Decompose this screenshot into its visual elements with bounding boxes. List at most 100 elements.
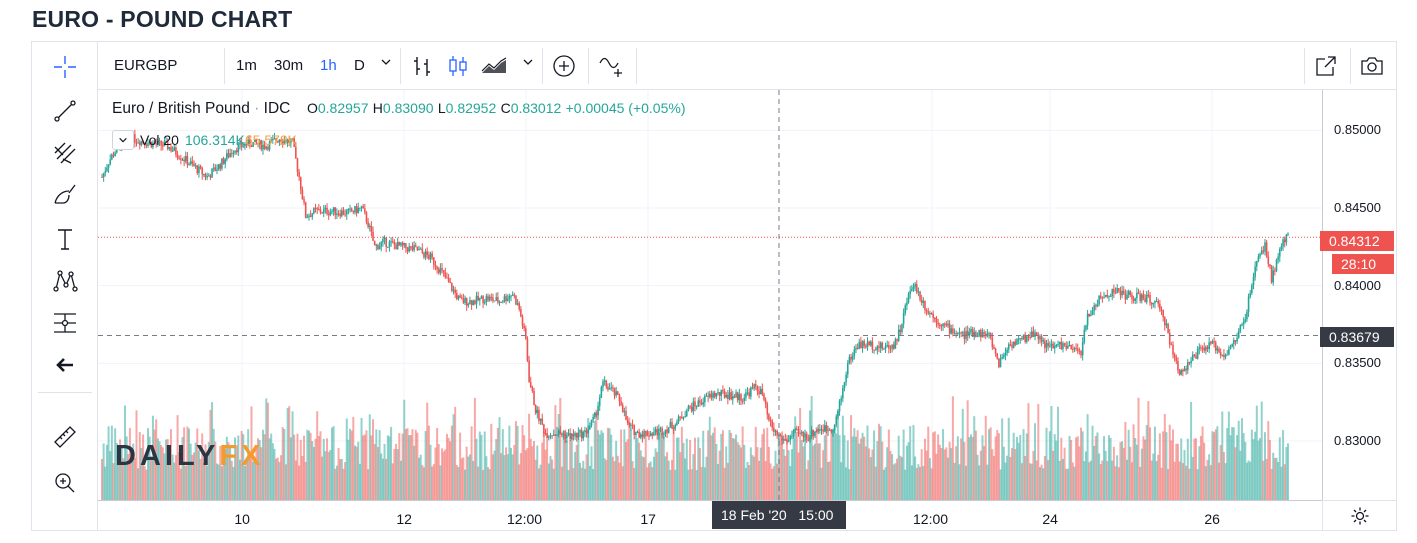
volume-toggle[interactable]: [112, 130, 134, 150]
volume-bar: [897, 435, 900, 500]
bar-style-button[interactable]: [408, 52, 436, 80]
chart-plot[interactable]: [98, 90, 1396, 530]
chart-style-dropdown[interactable]: [522, 55, 534, 72]
volume-bar: [1057, 406, 1060, 500]
fib-tool[interactable]: [44, 136, 86, 170]
volume-bar: [376, 447, 379, 500]
interval-1h[interactable]: 1h: [320, 57, 337, 74]
volume-bar: [657, 434, 660, 500]
candle: [175, 145, 177, 158]
volume-bar: [661, 433, 664, 500]
screenshot-button[interactable]: [1358, 52, 1386, 80]
candle: [168, 146, 171, 151]
candle: [848, 354, 851, 365]
candle: [214, 164, 217, 172]
candle: [1209, 340, 1212, 346]
candle: [111, 153, 113, 161]
volume-bar: [1093, 445, 1096, 500]
camera-icon: [1361, 57, 1383, 75]
indicators-button[interactable]: [598, 52, 626, 80]
candle: [708, 390, 711, 399]
candle: [490, 293, 493, 302]
candle: [416, 246, 419, 252]
volume-bar: [942, 429, 945, 500]
candle: [628, 421, 631, 428]
zoom-in-tool[interactable]: [44, 466, 86, 500]
crosshair-tool[interactable]: [44, 50, 86, 84]
candle: [462, 293, 465, 304]
volume-bar: [519, 453, 522, 500]
volume-bar: [1061, 458, 1064, 500]
candle: [643, 428, 645, 440]
volume-bar: [991, 449, 994, 500]
settings-button[interactable]: [1322, 500, 1396, 530]
candle: [781, 431, 783, 445]
pattern-tool[interactable]: [44, 264, 86, 298]
volume-bar: [424, 430, 427, 500]
volume-bar: [1050, 405, 1053, 500]
volume-bar: [1055, 440, 1058, 500]
volume-bar: [726, 462, 729, 500]
candle: [253, 139, 256, 143]
volume-bar: [506, 454, 509, 500]
candle: [557, 428, 560, 438]
volume-bar: [368, 414, 371, 500]
measure-tool[interactable]: [44, 306, 86, 340]
volume-bar: [271, 443, 274, 500]
volume-bar: [850, 415, 853, 500]
volume-bar: [1080, 427, 1083, 500]
volume-bar: [1015, 436, 1018, 500]
candle: [791, 430, 793, 440]
interval-d[interactable]: D: [354, 57, 365, 74]
candle: [886, 340, 888, 348]
fullscreen-button[interactable]: [1312, 52, 1340, 80]
volume-bar: [1025, 433, 1028, 500]
candle-style-button[interactable]: [444, 52, 472, 80]
volume-bar: [1268, 440, 1271, 500]
candle: [589, 422, 591, 430]
volume-bar: [330, 427, 333, 500]
volume-bar: [835, 433, 838, 500]
compare-button[interactable]: [550, 52, 578, 80]
interval-dropdown[interactable]: [380, 55, 392, 72]
volume-bar: [733, 438, 736, 500]
candle: [390, 237, 392, 247]
candle: [306, 213, 309, 219]
volume-bar: [800, 439, 803, 500]
candle: [102, 172, 105, 182]
ruler-tool[interactable]: [44, 420, 86, 454]
volume-bar: [148, 436, 151, 500]
candle: [666, 425, 668, 438]
trend-line-tool[interactable]: [44, 94, 86, 128]
symbol-search-button[interactable]: EURGBP: [114, 57, 178, 74]
volume-bar: [703, 467, 706, 500]
interval-1m[interactable]: 1m: [236, 57, 257, 74]
volume-bar: [572, 468, 575, 500]
volume-bar: [1101, 460, 1104, 500]
volume-bar: [130, 450, 133, 500]
volume-bar: [610, 434, 613, 500]
candle: [776, 429, 778, 439]
candle: [823, 419, 826, 433]
candle: [276, 140, 279, 144]
volume-bar: [1226, 428, 1229, 500]
volume-bar: [1249, 461, 1252, 500]
candle: [922, 297, 925, 309]
candle: [536, 406, 539, 419]
area-style-button[interactable]: [480, 52, 508, 80]
volume-bar: [363, 434, 366, 500]
interval-30m[interactable]: 30m: [274, 57, 304, 74]
hide-toolbar-button[interactable]: [44, 348, 86, 382]
candle: [229, 148, 231, 158]
brush-tool[interactable]: [44, 178, 86, 212]
candle: [932, 310, 934, 323]
volume-bar: [933, 431, 936, 500]
candle: [713, 390, 716, 399]
text-tool[interactable]: [44, 222, 86, 256]
candle: [860, 336, 862, 349]
candle: [216, 164, 218, 175]
volume-bar: [1181, 463, 1184, 500]
candle: [291, 138, 294, 141]
volume-bar: [138, 432, 141, 500]
candle: [738, 388, 741, 405]
